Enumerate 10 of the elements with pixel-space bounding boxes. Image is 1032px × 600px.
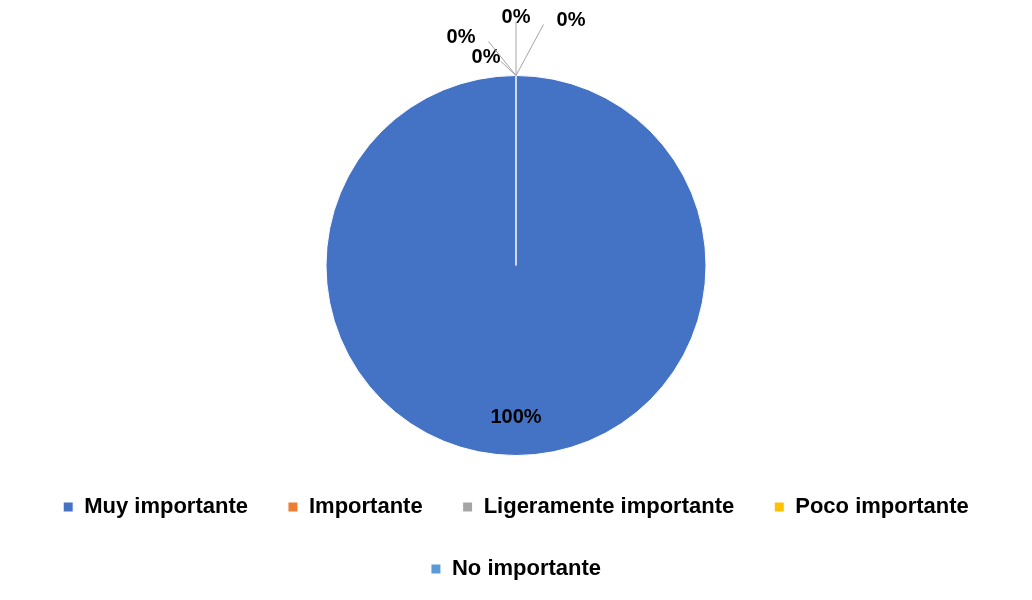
legend-label: Muy importante (84, 493, 248, 519)
legend-label: Ligeramente importante (483, 493, 735, 519)
text: 0% (446, 25, 476, 48)
text: 0% (556, 8, 586, 31)
text: 0% (471, 45, 501, 68)
legend-label: Importante (308, 493, 423, 519)
data-label: 100% (490, 405, 542, 428)
legend-label: Poco importante (795, 493, 969, 519)
text: 0% (501, 5, 531, 28)
legend-label: No importante (451, 555, 602, 581)
